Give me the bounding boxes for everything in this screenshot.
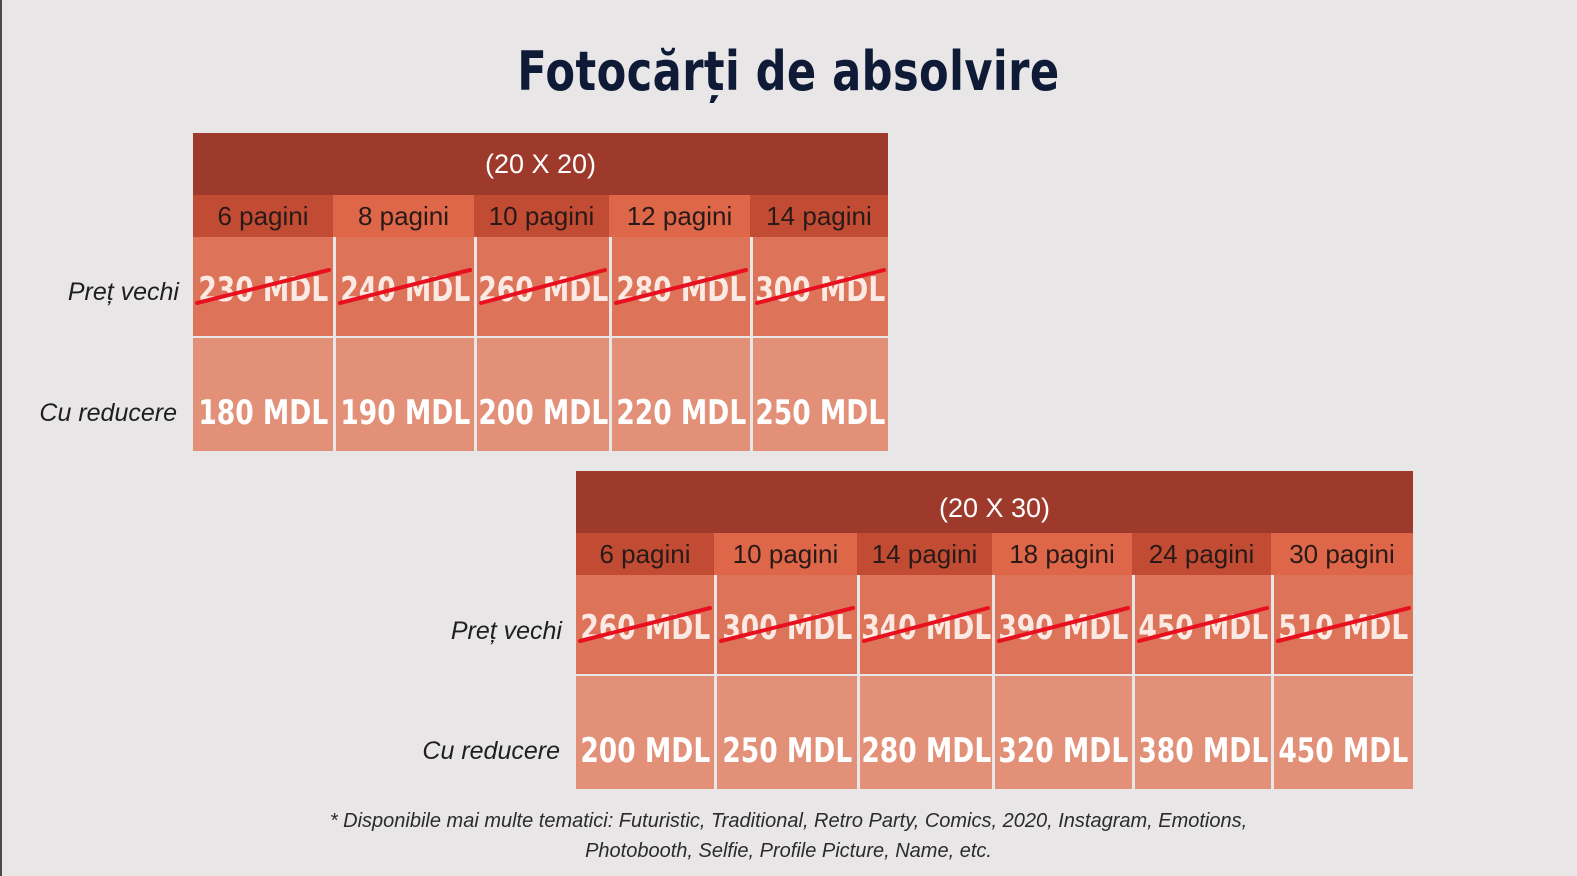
row-label-old-price: Preț vechi [450, 617, 562, 645]
discount-price-cell: 320 MDL [995, 676, 1132, 789]
discount-price-cell: 250 MDL [753, 338, 888, 451]
column-header: 24 pagini [1132, 533, 1271, 575]
old-price: 510 MDL [1278, 607, 1409, 648]
discount-price-cell: 450 MDL [1274, 676, 1413, 789]
discount-price: 200 MDL [580, 730, 710, 771]
column-header: 10 pagini [474, 195, 609, 237]
old-price-cell: 390 MDL [995, 575, 1132, 674]
old-price-cell: 300 MDL [753, 237, 888, 336]
price-table-20x30: (20 X 30) 6 pagini 260 MDL 200 MDL 10 pagin… [576, 471, 1413, 789]
discount-price-cell: 200 MDL [576, 676, 714, 789]
column-header: 14 pagini [857, 533, 992, 575]
discount-price: 450 MDL [1278, 730, 1409, 771]
old-price-cell: 240 MDL [336, 237, 474, 336]
old-price: 390 MDL [998, 607, 1129, 648]
discount-price-cell: 250 MDL [717, 676, 857, 789]
old-price: 230 MDL [198, 269, 328, 310]
footnote: * Disponibile mai multe tematici: Futuri… [0, 806, 1577, 866]
discount-price: 280 MDL [861, 730, 991, 771]
old-price-cell: 260 MDL [576, 575, 714, 674]
column-header: 18 pagini [992, 533, 1132, 575]
column-header: 6 pagini [576, 533, 714, 575]
column-header: 30 pagini [1271, 533, 1413, 575]
discount-price-cell: 200 MDL [477, 338, 609, 451]
old-price: 260 MDL [580, 607, 710, 648]
price-table-20x20: (20 X 20) 6 pagini 230 MDL 180 MDL 8 pagini… [193, 133, 888, 451]
discount-price: 220 MDL [616, 392, 746, 433]
old-price: 260 MDL [478, 269, 608, 310]
discount-price: 200 MDL [478, 392, 608, 433]
table-format-header: (20 X 30) [576, 471, 1413, 533]
row-label-discount: Cu reducere [422, 737, 560, 765]
footnote-line-2: Photobooth, Selfie, Profile Picture, Nam… [585, 840, 992, 862]
old-price-cell: 510 MDL [1274, 575, 1413, 674]
column-header: 14 pagini [750, 195, 888, 237]
column-header: 6 pagini [193, 195, 333, 237]
discount-price: 250 MDL [755, 392, 886, 433]
old-price-cell: 450 MDL [1135, 575, 1271, 674]
column-header: 10 pagini [714, 533, 857, 575]
discount-price: 380 MDL [1138, 730, 1268, 771]
old-price: 340 MDL [861, 607, 991, 648]
old-price-cell: 300 MDL [717, 575, 857, 674]
old-price-cell: 340 MDL [860, 575, 992, 674]
old-price: 240 MDL [340, 269, 470, 310]
old-price: 300 MDL [722, 607, 852, 648]
page-title: Fotocărți de absolvire [517, 40, 1060, 103]
discount-price-cell: 190 MDL [336, 338, 474, 451]
old-price-cell: 260 MDL [477, 237, 609, 336]
old-price: 300 MDL [755, 269, 886, 310]
discount-price-cell: 380 MDL [1135, 676, 1271, 789]
old-price-cell: 230 MDL [193, 237, 333, 336]
discount-price: 190 MDL [340, 392, 470, 433]
discount-price: 250 MDL [722, 730, 852, 771]
discount-price-cell: 180 MDL [193, 338, 333, 451]
discount-price-cell: 280 MDL [860, 676, 992, 789]
old-price-cell: 280 MDL [612, 237, 750, 336]
row-label-old-price: Preț vechi [67, 278, 179, 306]
column-header: 8 pagini [333, 195, 474, 237]
row-label-discount: Cu reducere [39, 399, 177, 427]
table-format-header: (20 X 20) [193, 133, 888, 195]
discount-price: 320 MDL [998, 730, 1129, 771]
left-border [0, 0, 2, 876]
discount-price: 180 MDL [198, 392, 328, 433]
old-price: 450 MDL [1138, 607, 1268, 648]
column-header: 12 pagini [609, 195, 750, 237]
old-price: 280 MDL [616, 269, 746, 310]
footnote-line-1: * Disponibile mai multe tematici: Futuri… [329, 810, 1248, 832]
discount-price-cell: 220 MDL [612, 338, 750, 451]
